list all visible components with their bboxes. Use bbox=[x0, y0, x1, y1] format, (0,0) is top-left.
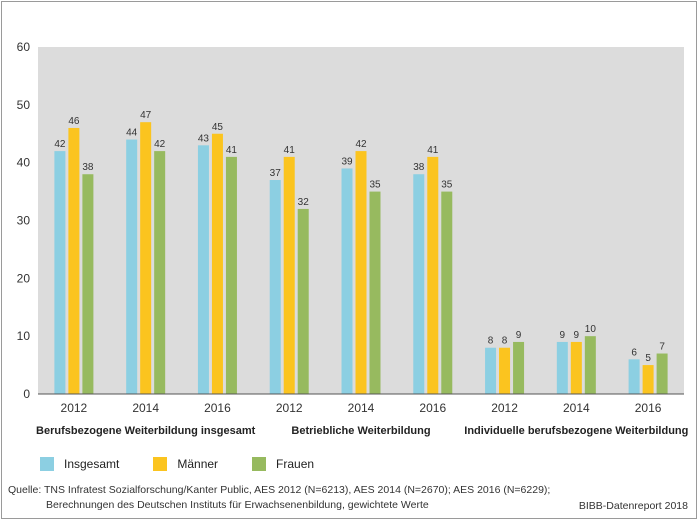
bar bbox=[211, 133, 223, 394]
data-label: 10 bbox=[585, 324, 597, 335]
data-label: 46 bbox=[68, 116, 80, 127]
legend: Insgesamt Männer Frauen bbox=[40, 456, 348, 472]
x-tick-label: 2012 bbox=[61, 401, 88, 415]
data-label: 6 bbox=[631, 347, 637, 358]
legend-item: Frauen bbox=[252, 457, 314, 471]
legend-swatch bbox=[252, 457, 267, 471]
bar bbox=[499, 347, 511, 394]
group-label: Berufsbezogene Weiterbildung insgesamt bbox=[36, 425, 256, 437]
data-label: 41 bbox=[226, 145, 238, 156]
bar bbox=[126, 139, 138, 394]
x-tick-label: 2012 bbox=[491, 401, 518, 415]
data-label: 42 bbox=[54, 139, 66, 150]
source-note: Quelle: TNS Infratest Sozialforschung/Ka… bbox=[8, 483, 550, 513]
y-tick-label: 0 bbox=[23, 387, 30, 401]
credit-label: BIBB-Datenreport 2018 bbox=[578, 500, 688, 512]
data-label: 35 bbox=[441, 180, 453, 191]
data-label: 8 bbox=[488, 336, 494, 347]
bar bbox=[570, 341, 582, 394]
data-label: 38 bbox=[413, 162, 425, 173]
data-label: 9 bbox=[516, 330, 522, 341]
legend-swatch bbox=[40, 457, 54, 471]
data-label: 45 bbox=[212, 122, 224, 133]
x-tick-label: 2016 bbox=[635, 401, 662, 415]
data-label: 39 bbox=[341, 156, 353, 167]
x-tick-label: 2012 bbox=[276, 401, 303, 415]
bar bbox=[513, 341, 525, 394]
data-label: 42 bbox=[154, 139, 166, 150]
bar bbox=[82, 174, 94, 394]
data-label: 44 bbox=[126, 128, 138, 139]
bar bbox=[413, 174, 425, 394]
data-label: 7 bbox=[659, 342, 665, 353]
data-label: 9 bbox=[560, 330, 566, 341]
data-label: 41 bbox=[427, 145, 439, 156]
bar bbox=[225, 156, 237, 394]
bar bbox=[54, 151, 66, 394]
data-label: 47 bbox=[140, 110, 152, 121]
bar bbox=[656, 353, 668, 394]
data-label: 37 bbox=[270, 168, 282, 179]
legend-label: Frauen bbox=[276, 457, 315, 471]
legend-item: Insgesamt bbox=[40, 457, 119, 471]
x-tick-label: 2014 bbox=[348, 401, 375, 415]
group-label: Betriebliche Weiterbildung bbox=[291, 425, 430, 437]
bar bbox=[140, 122, 152, 394]
bar bbox=[427, 156, 439, 394]
group-label: Individuelle berufsbezogene Weiterbildun… bbox=[464, 425, 688, 437]
source-line-2: Berechnungen des Deutschen Instituts für… bbox=[46, 499, 429, 511]
x-tick-label: 2016 bbox=[419, 401, 446, 415]
data-label: 9 bbox=[574, 330, 580, 341]
y-tick-label: 50 bbox=[17, 98, 31, 112]
data-label: 35 bbox=[369, 180, 381, 191]
bar bbox=[584, 336, 596, 394]
bar bbox=[68, 127, 80, 394]
bar bbox=[556, 341, 568, 394]
x-tick-label: 2014 bbox=[132, 401, 159, 415]
x-tick-label: 2016 bbox=[204, 401, 231, 415]
data-label: 38 bbox=[82, 162, 94, 173]
bar bbox=[441, 191, 453, 394]
y-tick-label: 10 bbox=[17, 329, 31, 343]
data-label: 8 bbox=[502, 336, 508, 347]
bar bbox=[297, 208, 309, 394]
y-tick-label: 30 bbox=[17, 214, 31, 228]
legend-item: Männer bbox=[153, 457, 218, 471]
legend-swatch bbox=[153, 457, 168, 471]
source-line-1: Quelle: TNS Infratest Sozialforschung/Ka… bbox=[8, 484, 551, 496]
bar bbox=[341, 168, 353, 394]
bar bbox=[269, 180, 281, 394]
data-label: 32 bbox=[298, 197, 310, 208]
bar bbox=[369, 191, 381, 394]
bar bbox=[642, 365, 654, 394]
bar bbox=[154, 151, 166, 394]
bar bbox=[628, 359, 640, 394]
y-tick-label: 20 bbox=[17, 271, 31, 285]
data-label: 5 bbox=[645, 353, 651, 364]
x-tick-label: 2014 bbox=[563, 401, 590, 415]
data-label: 42 bbox=[355, 139, 367, 150]
data-label: 43 bbox=[198, 133, 210, 144]
bar bbox=[197, 145, 209, 394]
bar bbox=[283, 156, 295, 394]
y-tick-label: 60 bbox=[17, 40, 31, 54]
data-label: 41 bbox=[284, 145, 296, 156]
bar bbox=[485, 347, 497, 394]
bar bbox=[355, 151, 367, 394]
legend-label: Insgesamt bbox=[64, 457, 120, 471]
legend-label: Männer bbox=[177, 457, 219, 471]
y-tick-label: 40 bbox=[17, 156, 31, 170]
